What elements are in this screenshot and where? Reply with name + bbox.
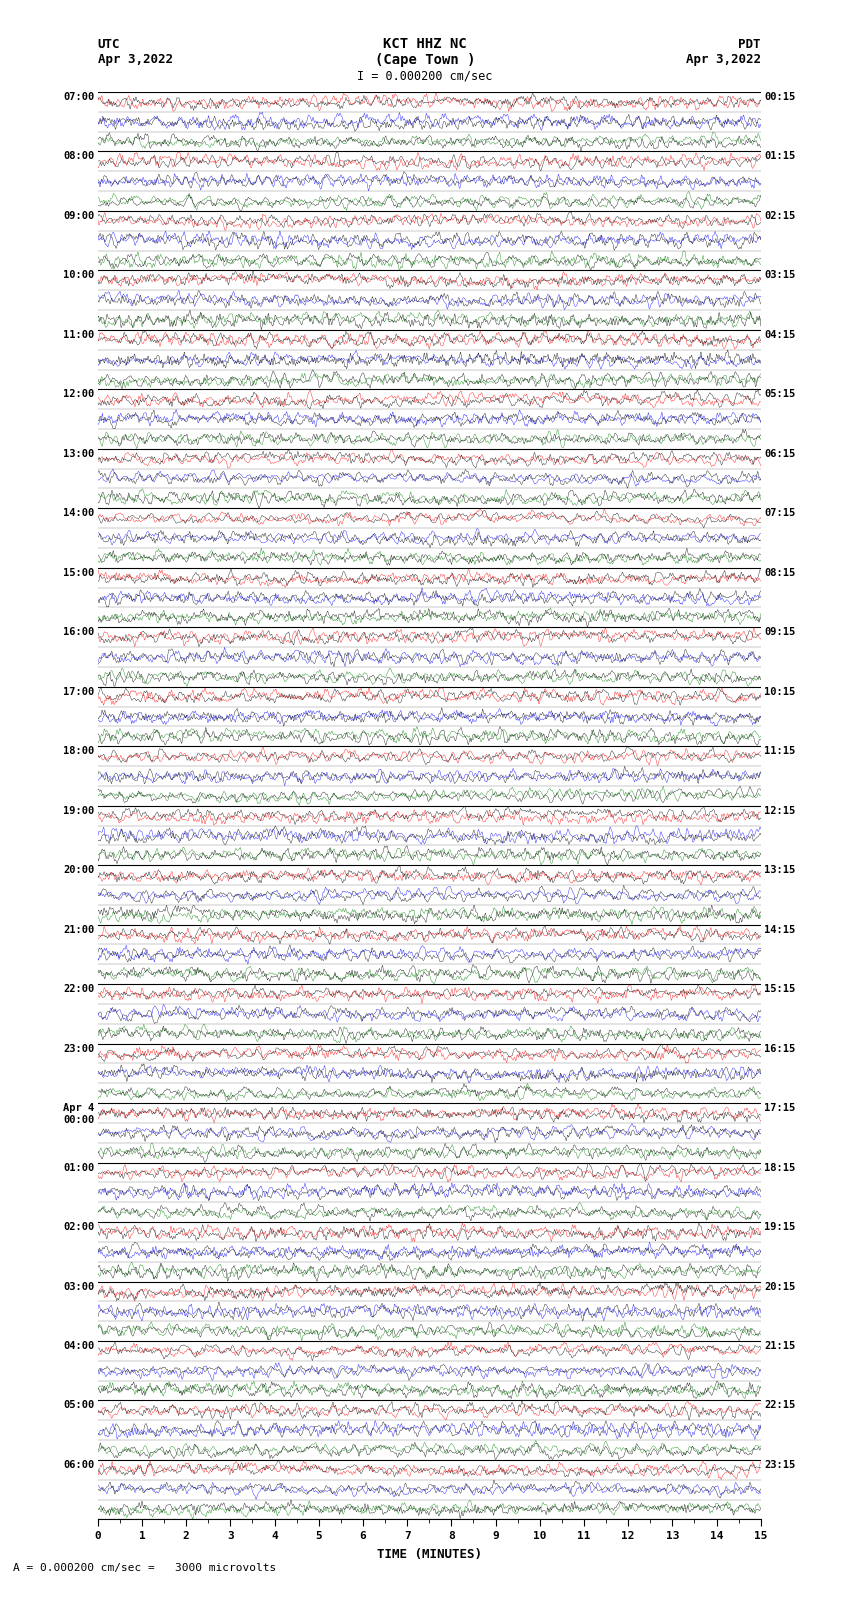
Text: 22:15: 22:15 (764, 1400, 796, 1410)
Text: 03:00: 03:00 (63, 1281, 94, 1292)
Text: 10:00: 10:00 (63, 271, 94, 281)
Text: 12:00: 12:00 (63, 389, 94, 400)
Text: 23:15: 23:15 (764, 1460, 796, 1469)
Text: 21:00: 21:00 (63, 924, 94, 934)
Text: (Cape Town ): (Cape Town ) (375, 53, 475, 66)
Text: 20:15: 20:15 (764, 1281, 796, 1292)
Text: 19:15: 19:15 (764, 1223, 796, 1232)
Text: PDT: PDT (739, 37, 761, 52)
Text: 11:15: 11:15 (764, 747, 796, 756)
Text: 02:00: 02:00 (63, 1223, 94, 1232)
Text: 08:00: 08:00 (63, 152, 94, 161)
Text: 15:15: 15:15 (764, 984, 796, 994)
Text: 07:00: 07:00 (63, 92, 94, 102)
Text: 13:15: 13:15 (764, 865, 796, 876)
Text: KCT HHZ NC: KCT HHZ NC (383, 37, 467, 52)
Text: 02:15: 02:15 (764, 211, 796, 221)
Text: 14:15: 14:15 (764, 924, 796, 934)
Text: 04:15: 04:15 (764, 331, 796, 340)
Text: 08:15: 08:15 (764, 568, 796, 577)
Text: 17:15: 17:15 (764, 1103, 796, 1113)
Text: 17:00: 17:00 (63, 687, 94, 697)
Text: UTC: UTC (98, 37, 120, 52)
Text: 18:00: 18:00 (63, 747, 94, 756)
Text: 13:00: 13:00 (63, 448, 94, 458)
Text: Apr 3,2022: Apr 3,2022 (686, 53, 761, 66)
Text: 11:00: 11:00 (63, 331, 94, 340)
Text: 22:00: 22:00 (63, 984, 94, 994)
Text: Apr 4
00:00: Apr 4 00:00 (63, 1103, 94, 1124)
Text: 12:15: 12:15 (764, 806, 796, 816)
Text: 03:15: 03:15 (764, 271, 796, 281)
Text: 19:00: 19:00 (63, 806, 94, 816)
Text: I = 0.000200 cm/sec: I = 0.000200 cm/sec (357, 69, 493, 82)
Text: 09:00: 09:00 (63, 211, 94, 221)
Text: 06:00: 06:00 (63, 1460, 94, 1469)
Text: 14:00: 14:00 (63, 508, 94, 518)
Text: 18:15: 18:15 (764, 1163, 796, 1173)
Text: 06:15: 06:15 (764, 448, 796, 458)
Text: 01:00: 01:00 (63, 1163, 94, 1173)
Text: 15:00: 15:00 (63, 568, 94, 577)
Text: 00:15: 00:15 (764, 92, 796, 102)
X-axis label: TIME (MINUTES): TIME (MINUTES) (377, 1547, 482, 1560)
Text: 07:15: 07:15 (764, 508, 796, 518)
Text: 05:00: 05:00 (63, 1400, 94, 1410)
Text: Apr 3,2022: Apr 3,2022 (98, 53, 173, 66)
Text: 16:00: 16:00 (63, 627, 94, 637)
Text: A = 0.000200 cm/sec =   3000 microvolts: A = 0.000200 cm/sec = 3000 microvolts (13, 1563, 276, 1573)
Text: 16:15: 16:15 (764, 1044, 796, 1053)
Text: 21:15: 21:15 (764, 1340, 796, 1352)
Text: 10:15: 10:15 (764, 687, 796, 697)
Text: 01:15: 01:15 (764, 152, 796, 161)
Text: 23:00: 23:00 (63, 1044, 94, 1053)
Text: 05:15: 05:15 (764, 389, 796, 400)
Text: 09:15: 09:15 (764, 627, 796, 637)
Text: 04:00: 04:00 (63, 1340, 94, 1352)
Text: 20:00: 20:00 (63, 865, 94, 876)
